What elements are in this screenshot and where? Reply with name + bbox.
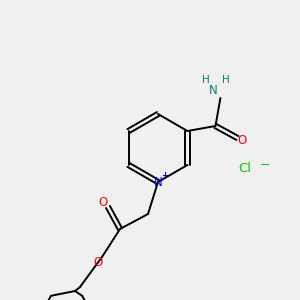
Text: N: N (154, 176, 162, 188)
Text: +: + (161, 170, 169, 179)
Text: O: O (98, 196, 108, 208)
Text: H: H (222, 75, 229, 85)
Text: O: O (238, 134, 247, 148)
Text: −: − (260, 158, 271, 172)
Text: O: O (93, 256, 103, 268)
Text: Cl: Cl (238, 161, 251, 175)
Text: N: N (209, 83, 218, 97)
Text: H: H (202, 75, 209, 85)
